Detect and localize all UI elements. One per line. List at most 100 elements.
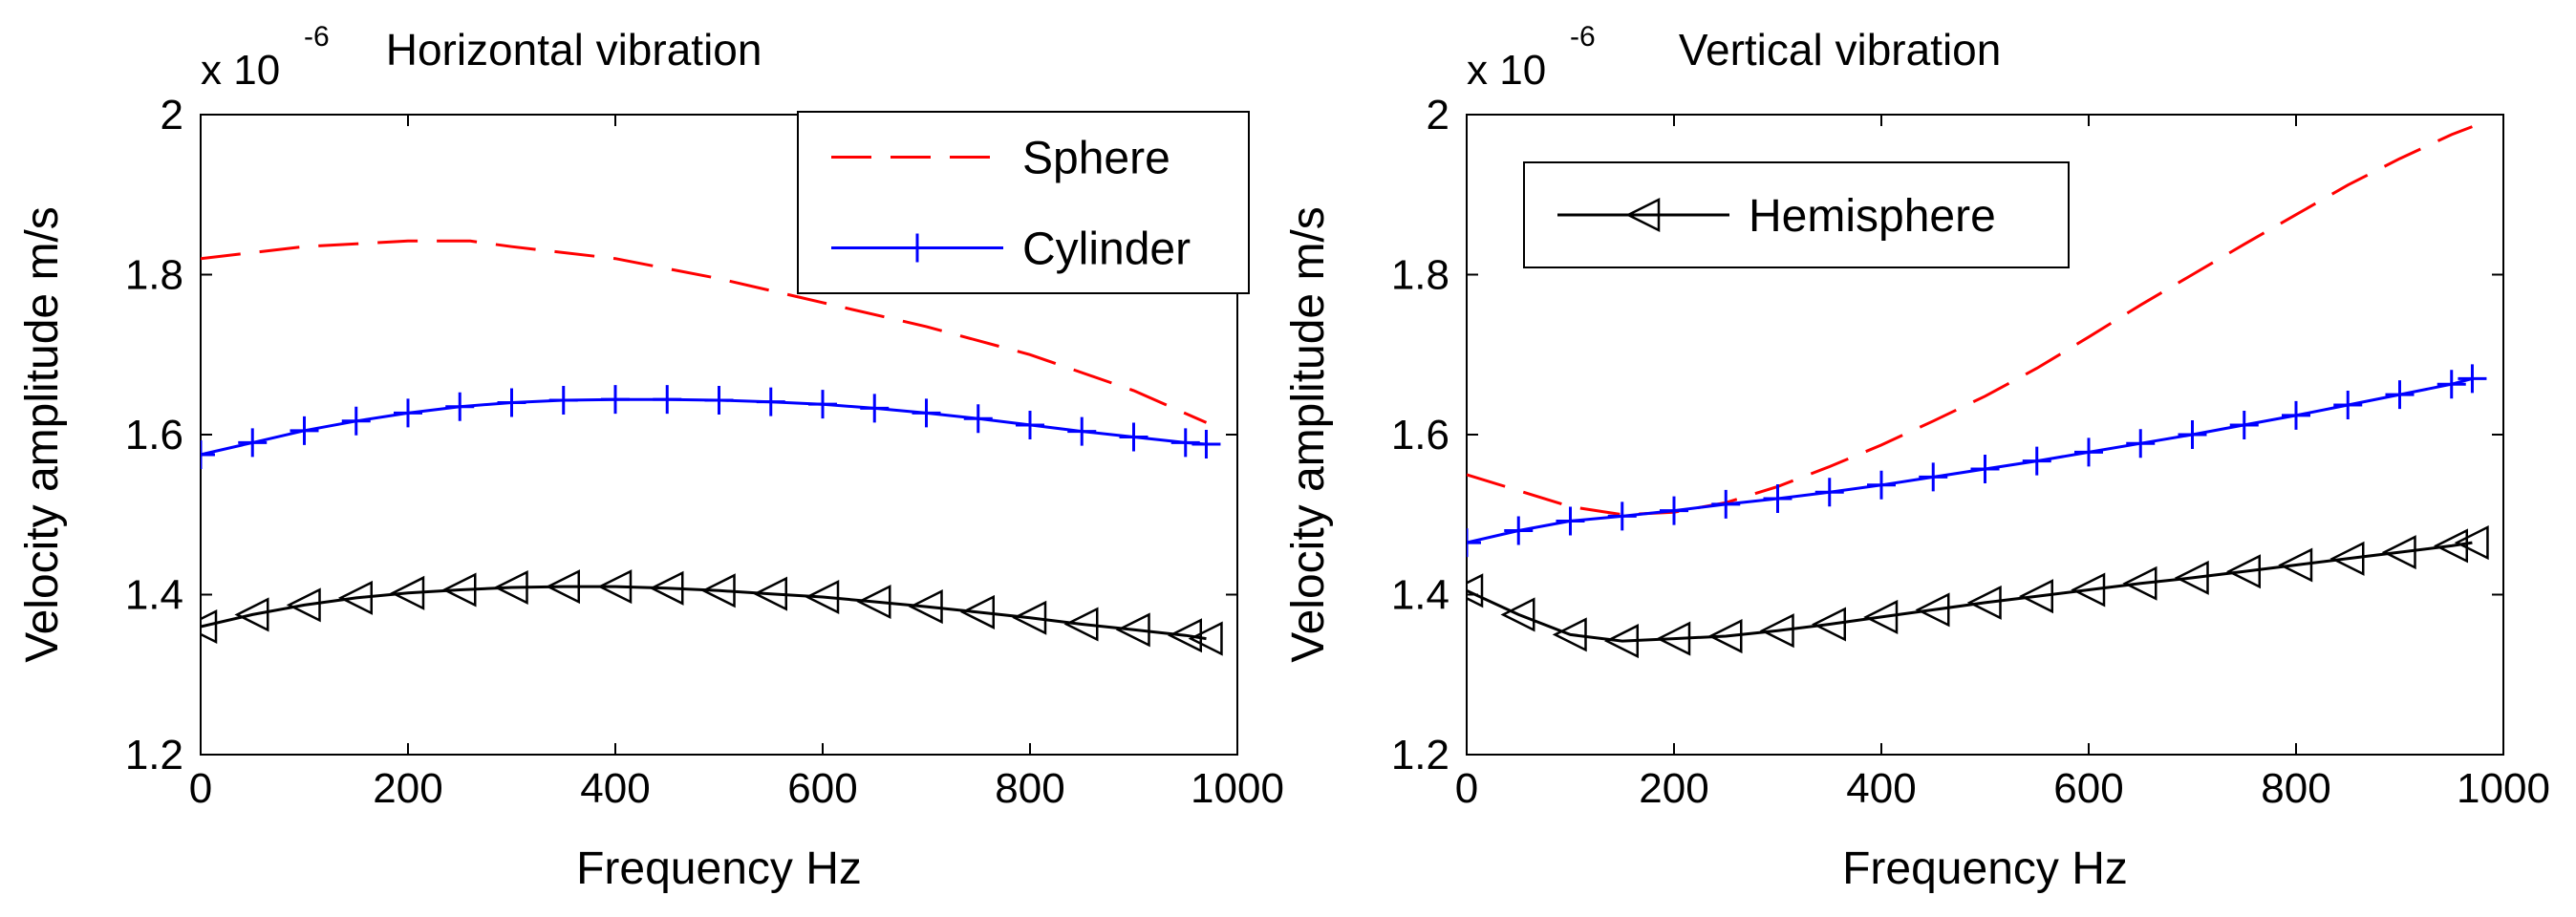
- series-cylinder: [1467, 364, 2487, 558]
- data-point: [908, 589, 943, 625]
- legend-box: [797, 111, 1250, 294]
- data-point: [2329, 541, 2365, 576]
- y-tick-label: 2: [161, 92, 183, 139]
- data-point: [1867, 470, 1896, 500]
- data-point: [1556, 506, 1585, 536]
- scale-factor: x 10: [201, 47, 280, 94]
- data-point: [390, 575, 425, 610]
- data-point: [1016, 410, 1044, 439]
- data-point: [2074, 437, 2103, 467]
- x-tick-label: 200: [373, 765, 442, 812]
- data-point: [2018, 579, 2053, 614]
- series-line-cylinder: [1467, 376, 2473, 544]
- data-point: [1552, 617, 1587, 652]
- data-point: [1759, 613, 1794, 649]
- y-tick-label: 1.4: [1391, 572, 1449, 619]
- legend-marker: [1625, 197, 1661, 233]
- chart-title: Horizontal vibration: [386, 25, 762, 75]
- data-point: [1500, 597, 1535, 632]
- data-point: [2282, 400, 2310, 430]
- legend-label: Sphere: [1022, 134, 1170, 184]
- data-point: [2436, 370, 2466, 399]
- data-point: [752, 576, 787, 611]
- x-tick-label: 800: [995, 765, 1064, 812]
- x-tick-label: 600: [787, 765, 857, 812]
- data-point: [2022, 446, 2051, 476]
- scale-factor: x 10: [1467, 47, 1546, 94]
- data-point: [2178, 420, 2207, 449]
- data-point: [1119, 422, 1148, 452]
- y-tick-label: 1.8: [1391, 252, 1449, 299]
- y-tick-label: 1.4: [125, 572, 183, 619]
- data-point: [1814, 478, 1844, 507]
- y-tick-label: 1.2: [125, 732, 183, 778]
- data-point: [1504, 516, 1534, 545]
- data-point: [1115, 612, 1150, 648]
- data-point: [1170, 428, 1200, 458]
- data-point: [238, 428, 268, 458]
- y-tick-label: 1.8: [125, 252, 183, 299]
- data-point: [1970, 455, 2000, 484]
- y-axis-label: Velocity amplitude m/s: [1283, 206, 1334, 663]
- data-point: [497, 388, 526, 417]
- data-point: [912, 398, 941, 428]
- data-point: [704, 385, 734, 415]
- data-point: [597, 569, 633, 605]
- data-point: [1660, 496, 1688, 525]
- series-line-hemisphere: [201, 585, 1207, 641]
- legend-marker: [903, 233, 932, 263]
- data-point: [1711, 489, 1741, 519]
- y-axis-label: Velocity amplitude m/s: [17, 206, 68, 663]
- data-point: [2229, 410, 2259, 439]
- data-point: [1811, 607, 1846, 642]
- data-point: [963, 404, 993, 434]
- data-point: [441, 572, 477, 608]
- x-tick-label: 1000: [2457, 765, 2550, 812]
- data-point: [1012, 600, 1047, 635]
- data-point: [201, 608, 218, 645]
- series-cylinder: [201, 385, 1221, 469]
- series-sphere: [201, 239, 1208, 424]
- data-point: [808, 390, 837, 419]
- data-point: [1966, 585, 2002, 620]
- x-tick-label: 800: [2261, 765, 2330, 812]
- legend: Hemisphere: [1523, 161, 2070, 268]
- data-point: [1707, 619, 1743, 654]
- data-point: [1919, 462, 1948, 492]
- data-point: [1863, 599, 1899, 634]
- legend: Sphere Cylinder: [797, 111, 1250, 294]
- data-point: [2385, 380, 2415, 410]
- data-point: [2381, 535, 2416, 570]
- data-point: [856, 585, 891, 620]
- data-point: [2071, 572, 2106, 608]
- data-point: [1656, 621, 1691, 656]
- legend-label: Hemisphere: [1749, 191, 1996, 242]
- y-tick-label: 1.6: [125, 412, 183, 458]
- x-tick-label: 0: [189, 765, 212, 812]
- data-point: [653, 385, 682, 415]
- data-point: [1063, 607, 1099, 642]
- scale-exponent: -6: [1570, 21, 1596, 53]
- x-tick-label: 200: [1639, 765, 1708, 812]
- data-point: [700, 573, 736, 608]
- x-axis-label: Frequency Hz: [1842, 843, 2128, 894]
- data-point: [234, 597, 269, 632]
- chart-panel-1: 0 200 400 600 800 1000 1.2 1.4 1.6 1.8 2 Horizontal…: [17, 21, 1284, 894]
- y-tick-label: 2: [1427, 92, 1449, 139]
- x-tick-label: 1000: [1191, 765, 1284, 812]
- data-point: [805, 579, 840, 615]
- series-hemisphere: [201, 569, 1223, 656]
- data-point: [394, 398, 422, 428]
- data-point: [2454, 525, 2489, 561]
- x-tick-label: 600: [2053, 765, 2123, 812]
- data-point: [1191, 430, 1221, 459]
- data-point: [2278, 547, 2313, 583]
- data-point: [337, 580, 373, 615]
- data-point: [756, 387, 785, 416]
- data-point: [1603, 624, 1639, 659]
- data-point: [445, 392, 475, 421]
- series-hemisphere: [1467, 525, 2489, 659]
- data-point: [1763, 484, 1792, 513]
- y-tick-label: 1.2: [1391, 732, 1449, 778]
